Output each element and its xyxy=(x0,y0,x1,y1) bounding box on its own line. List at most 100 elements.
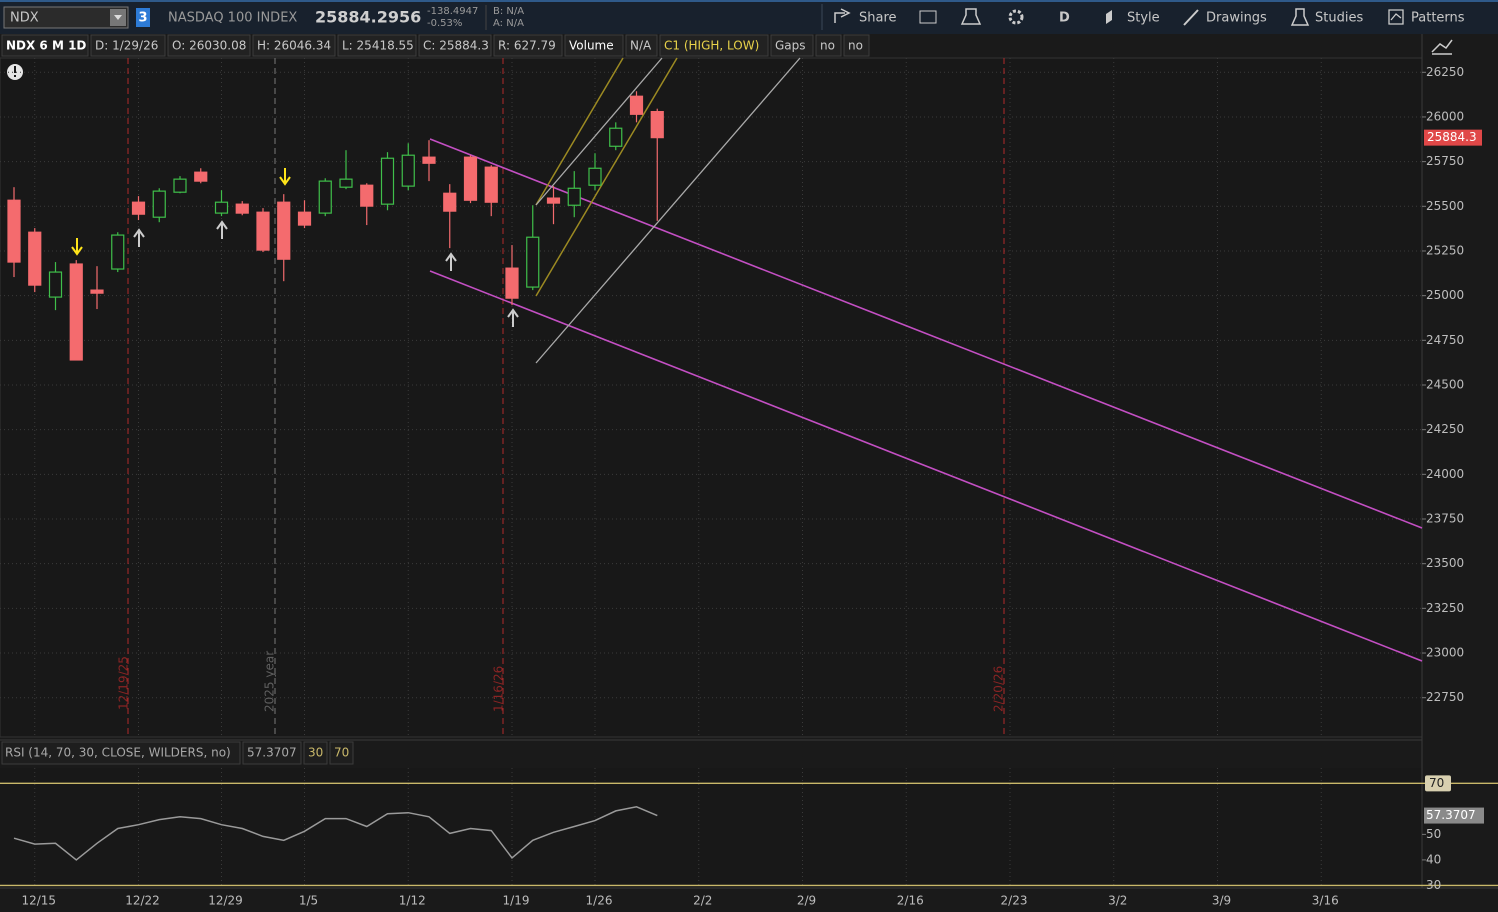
expand-icon[interactable] xyxy=(1431,39,1453,55)
candle-body xyxy=(194,171,208,182)
style-icon[interactable] xyxy=(1106,10,1112,24)
info-bar: NDX 6 M 1D D: 1/29/26 O: 26030.08 H: 26046.… xyxy=(1,34,870,57)
info-text: Gaps xyxy=(775,39,806,53)
buy-arrow xyxy=(133,228,145,247)
candle-body xyxy=(629,95,644,115)
trend-line[interactable] xyxy=(429,138,1423,529)
info-cell xyxy=(625,34,658,57)
x-tick-label: 3/9 xyxy=(1212,894,1231,908)
symbol[interactable]: NDX xyxy=(10,11,39,26)
info-cell xyxy=(815,34,842,57)
alert-mark xyxy=(14,66,16,73)
candle-body xyxy=(588,167,602,186)
y-tick-label: 40 xyxy=(1426,852,1441,866)
candle-body xyxy=(567,187,581,206)
info-text: Volume xyxy=(569,39,614,53)
alert-dot xyxy=(14,75,16,77)
candle-body xyxy=(650,110,664,139)
candle-body xyxy=(277,201,291,260)
patterns-button[interactable]: Patterns xyxy=(1411,11,1465,26)
y-tick-label: 50 xyxy=(1426,827,1441,841)
study-param: 30 xyxy=(308,746,323,760)
info-text: no xyxy=(848,39,863,53)
channel-line[interactable] xyxy=(535,57,678,297)
candle-body xyxy=(360,184,374,207)
info-text: L: 25418.55 xyxy=(342,39,414,53)
share-icon[interactable] xyxy=(834,8,851,23)
patterns-icon[interactable] xyxy=(1388,9,1404,25)
candle-body xyxy=(28,231,42,286)
trend-line[interactable] xyxy=(429,270,1423,662)
y-tick-label: 23500 xyxy=(1426,556,1464,570)
studies-button[interactable]: Studies xyxy=(1315,11,1363,26)
info-text: D: 1/29/26 xyxy=(95,39,158,53)
candle-body xyxy=(214,201,229,214)
candle-body xyxy=(90,289,104,294)
candle-body xyxy=(422,156,436,164)
info-cell xyxy=(1,34,89,57)
candle-body xyxy=(48,271,63,298)
x-tick-label: 12/22 xyxy=(125,894,160,908)
share-button[interactable]: Share xyxy=(859,11,897,26)
marks xyxy=(7,91,664,861)
ask: A: N/A xyxy=(493,18,524,29)
x-tick-label: 2/23 xyxy=(1001,894,1028,908)
x-tick-label: 1/5 xyxy=(299,894,318,908)
bid: B: N/A xyxy=(493,6,524,17)
drawings-icon[interactable] xyxy=(1183,9,1199,26)
x-tick-label: 2/9 xyxy=(797,894,816,908)
drawings-button[interactable]: Drawings xyxy=(1206,11,1267,26)
buy-arrow xyxy=(507,308,519,327)
style-button[interactable]: Style xyxy=(1127,11,1160,26)
candle-body xyxy=(505,267,519,299)
candle-body xyxy=(297,211,312,226)
link-group[interactable]: 3 xyxy=(138,11,147,26)
settings-icon[interactable] xyxy=(1008,9,1024,25)
channel-line[interactable] xyxy=(535,57,624,206)
x-tick-label: 3/2 xyxy=(1108,894,1127,908)
candle-body xyxy=(546,197,561,204)
info-text: C: 25884.3 xyxy=(423,39,489,53)
y-tick-label: 26250 xyxy=(1426,65,1464,79)
channel-line[interactable] xyxy=(535,57,663,206)
screenshot-icon[interactable] xyxy=(919,10,937,24)
info-cell xyxy=(659,34,769,57)
candle-body xyxy=(526,236,540,288)
channel-line[interactable] xyxy=(535,57,801,364)
x-tick-label: 1/19 xyxy=(503,894,530,908)
candle-body xyxy=(173,178,187,193)
info-cell xyxy=(843,34,870,57)
studies-icon[interactable] xyxy=(1290,8,1310,26)
event-label: 2/20/26 xyxy=(992,666,1006,712)
y-tick-label: 24500 xyxy=(1426,377,1464,391)
event-label: 12/19/25 xyxy=(117,656,131,710)
price-label: 25884.3 xyxy=(1427,130,1477,144)
value-label: 57.3707 xyxy=(1426,808,1476,822)
candle-body xyxy=(609,127,623,147)
info-text: C1 (HIGH, LOW) xyxy=(664,39,759,53)
aggregation[interactable]: D xyxy=(1059,11,1070,26)
y-tick-label: 26000 xyxy=(1426,109,1464,123)
y-tick-label: 25500 xyxy=(1426,199,1464,213)
info-text: H: 26046.34 xyxy=(257,39,331,53)
sell-arrow xyxy=(279,168,291,186)
price-label-box xyxy=(1424,129,1482,146)
flask-icon[interactable] xyxy=(960,8,982,25)
net-change: -138.4947 xyxy=(427,6,478,17)
x-tick-label: 1/26 xyxy=(586,894,613,908)
info-cell xyxy=(167,34,251,57)
price-panel xyxy=(0,57,1423,738)
sell-arrow xyxy=(71,238,83,256)
value-label-box xyxy=(1424,807,1484,824)
candle-body xyxy=(443,192,457,212)
study-cell xyxy=(242,741,302,765)
candle-body xyxy=(339,178,353,188)
info-text: NDX 6 M 1D xyxy=(6,39,86,53)
level-box xyxy=(1425,775,1451,792)
y-tick-label: 23250 xyxy=(1426,601,1464,615)
info-text: R: 627.79 xyxy=(498,39,556,53)
y-tick-label: 25750 xyxy=(1426,154,1464,168)
symbol-box[interactable] xyxy=(3,6,129,29)
link-box[interactable] xyxy=(136,8,150,27)
candle-body xyxy=(380,157,395,205)
